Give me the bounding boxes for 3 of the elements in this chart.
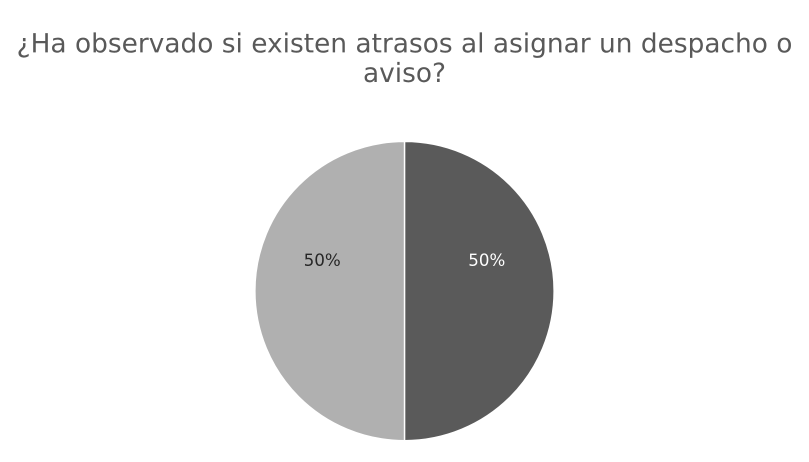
data-label: 50%	[304, 253, 340, 266]
data-label: 50%	[470, 253, 504, 266]
chart-title: ¿Ha observado si existen atrasos al asignar un despacho o aviso?	[18, 32, 791, 82]
